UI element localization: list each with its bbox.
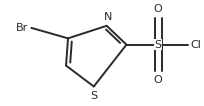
Text: O: O (154, 4, 163, 14)
Text: Br: Br (16, 23, 28, 33)
Text: S: S (155, 40, 162, 50)
Text: O: O (154, 75, 163, 85)
Text: N: N (103, 12, 112, 22)
Text: Cl: Cl (191, 40, 202, 50)
Text: S: S (90, 91, 97, 101)
